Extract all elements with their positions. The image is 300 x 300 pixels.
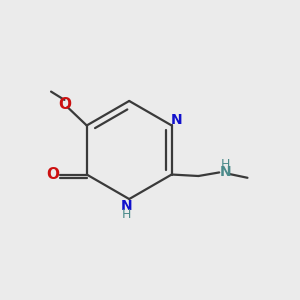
Text: N: N: [120, 199, 132, 213]
Text: N: N: [171, 113, 183, 127]
Text: N: N: [219, 165, 231, 179]
Text: O: O: [46, 167, 59, 182]
Text: O: O: [58, 97, 71, 112]
Text: H: H: [122, 208, 131, 221]
Text: H: H: [220, 158, 230, 171]
